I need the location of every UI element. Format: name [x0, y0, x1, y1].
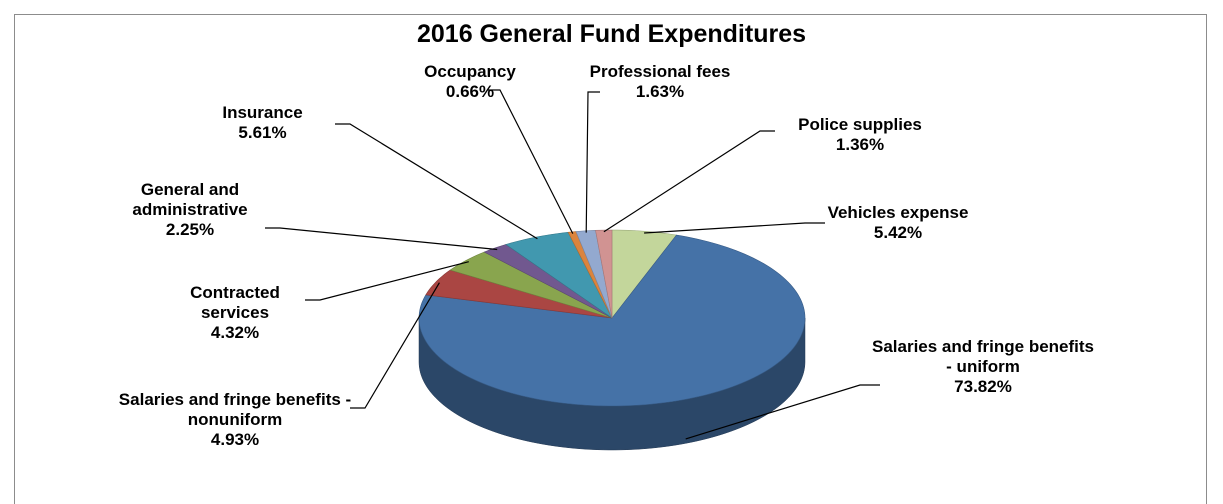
label-value: 1.63% [635, 82, 685, 101]
leader-line [603, 130, 775, 233]
leader-line [644, 222, 825, 234]
label-value: 5.61% [238, 123, 287, 142]
label-name: Salaries and fringe benefits - uniform [871, 337, 1094, 376]
data-label: Salaries and fringe benefits - nonunifor… [110, 390, 360, 450]
label-name: General and administrative [132, 180, 248, 219]
leader-line [350, 282, 440, 409]
slice [595, 229, 613, 319]
chart-frame [14, 14, 1207, 504]
leader-line [585, 91, 600, 233]
label-name: Insurance [222, 103, 303, 122]
label-value: 73.82% [954, 377, 1012, 396]
data-label: General and administrative 2.25% [100, 180, 280, 240]
slice [449, 251, 613, 319]
leader-line [685, 384, 880, 440]
label-name: Professional fees [589, 62, 731, 81]
label-name: Contracted services [190, 283, 280, 322]
leader-line [335, 123, 538, 240]
label-value: 1.36% [835, 135, 885, 154]
label-name: Vehicles expense [827, 203, 969, 222]
data-label: Vehicles expense 5.42% [818, 203, 978, 243]
data-label: Insurance 5.61% [195, 103, 330, 143]
label-value: 4.93% [210, 430, 260, 449]
chart-title: 2016 General Fund Expenditures [416, 20, 806, 48]
slice [505, 231, 613, 319]
label-name: Salaries and fringe benefits - nonunifor… [118, 390, 352, 429]
slice [483, 244, 613, 319]
slice [425, 269, 613, 319]
data-label: Professional fees 1.63% [580, 62, 740, 102]
label-name: Occupancy [424, 62, 516, 81]
label-value: 4.32% [210, 323, 260, 342]
leader-line [305, 261, 469, 301]
leader-line [265, 227, 498, 251]
label-value: 5.42% [873, 223, 923, 242]
data-label: Police supplies 1.36% [770, 115, 950, 155]
slice [611, 229, 678, 319]
leader-line [488, 89, 574, 234]
label-name: Police supplies [798, 115, 922, 134]
data-label: Contracted services 4.32% [170, 283, 300, 343]
slice [418, 234, 806, 407]
data-label: Occupancy 0.66% [400, 62, 540, 102]
label-value: 0.66% [445, 82, 495, 101]
label-value: 2.25% [165, 220, 215, 239]
data-label: Salaries and fringe benefits - uniform 73… [868, 337, 1098, 397]
